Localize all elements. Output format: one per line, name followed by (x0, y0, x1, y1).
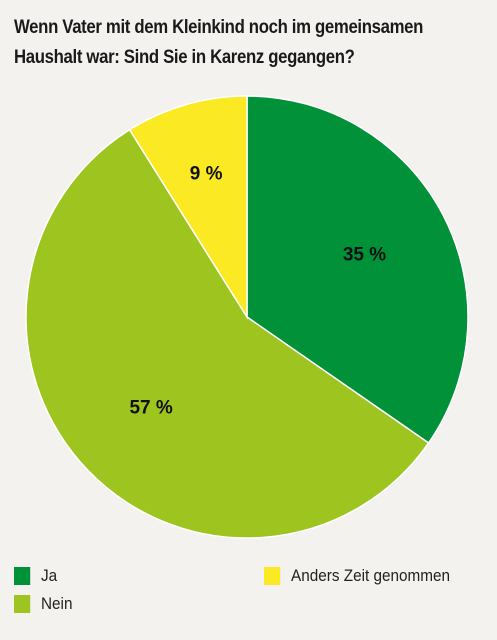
slice-label-nein: 57 % (129, 398, 172, 419)
legend-swatch-ja (14, 567, 31, 585)
legend-item-anders: Anders Zeit genommen (264, 566, 450, 586)
legend-item-nein: Nein (14, 594, 72, 614)
legend-swatch-anders (264, 567, 281, 585)
pie-slice-anders-zeit-genommen (128, 95, 248, 320)
legend-item-ja: Ja (14, 566, 57, 586)
pie-slice-nein (25, 128, 430, 539)
slice-label-anders-zeit-genommen: 9 % (190, 164, 223, 185)
legend-label-ja: Ja (41, 566, 58, 585)
legend-label-nein: Nein (41, 594, 73, 613)
pie-slice-ja (246, 95, 469, 445)
legend-label-anders: Anders Zeit genommen (291, 566, 451, 585)
slice-label-ja: 35 % (343, 245, 386, 266)
legend-swatch-nein (14, 595, 31, 613)
chart-title: Wenn Vater mit dem Kleinkind noch im gem… (14, 16, 424, 68)
